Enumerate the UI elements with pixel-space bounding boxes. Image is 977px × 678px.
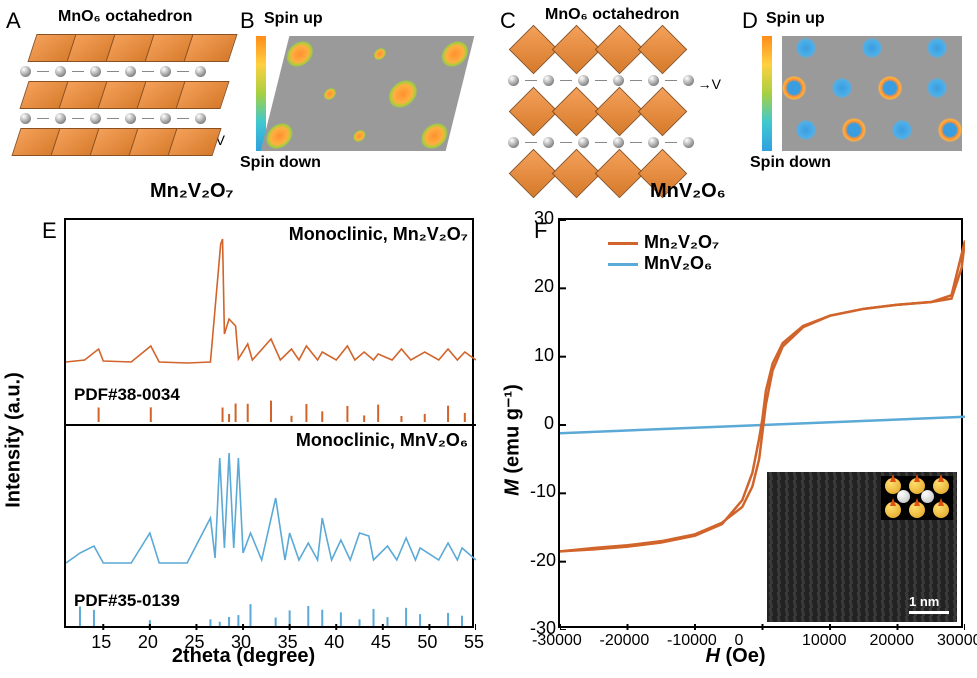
svg-text:Monoclinic, MnV₂O₆: Monoclinic, MnV₂O₆: [296, 430, 468, 450]
panel-e-ylabel: Intensity (a.u.): [3, 372, 26, 508]
panel-f-legend: Mn₂V₂O₇ MnV₂O₆: [608, 232, 719, 274]
panel-d-colorbar: [762, 36, 772, 151]
panel-d-spin: D Spin up Spin down: [742, 6, 967, 171]
panel-label-d: D: [742, 8, 758, 34]
panel-a-structure: A MnO₆ octahedron ↘V: [6, 6, 231, 171]
panel-c-annotation-octa: MnO₆ octahedron: [545, 6, 679, 24]
panel-e-svg: Monoclinic, Mn₂V₂O₇ PDF#38-0034 Monoclinic…: [66, 220, 476, 630]
svg-text:Monoclinic, Mn₂V₂O₇: Monoclinic, Mn₂V₂O₇: [289, 224, 468, 244]
formula-left: Mn₂V₂O₇: [150, 180, 234, 203]
panel-d-density: [782, 36, 962, 151]
panel-e-xrd: E Intensity (a.u.) 2theta (degree) Monoc…: [6, 210, 481, 670]
legend-item-2: MnV₂O₆: [608, 253, 719, 274]
panel-b-spin: B Spin up Spin down: [240, 6, 465, 171]
panel-a-annotation-octa: MnO₆ octahedron: [58, 8, 192, 26]
panel-f-inset: ↘ 1 nm: [767, 472, 957, 622]
panel-f-scalebar: 1 nm: [909, 594, 949, 614]
panel-c-structure: C MnO₆ octahedron →V: [500, 6, 725, 171]
panel-label-a: A: [6, 8, 21, 34]
legend-item-1: Mn₂V₂O₇: [608, 232, 719, 253]
panel-c-annotation-v: →V: [698, 76, 721, 92]
svg-text:PDF#35-0139: PDF#35-0139: [74, 591, 180, 610]
panel-a-crystal: ↘V: [6, 34, 231, 169]
svg-text:PDF#38-0034: PDF#38-0034: [74, 385, 180, 404]
panel-label-f: F: [534, 218, 547, 244]
panel-label-e: E: [42, 218, 57, 244]
panel-d-spinup: Spin up: [766, 10, 825, 28]
panel-label-b: B: [240, 8, 255, 34]
panel-b-spinup: Spin up: [264, 10, 323, 28]
panel-f-hysteresis: F M M (emu g⁻¹)(emu g⁻¹) H (Oe) Mn₂V₂O₇ …: [498, 210, 973, 670]
panel-c-crystal: →V: [500, 32, 725, 172]
panel-f-inset-atoms: [881, 476, 953, 520]
panel-label-c: C: [500, 8, 516, 34]
panel-b-density: [261, 36, 475, 151]
formula-right: MnV₂O₆: [650, 180, 726, 203]
panel-f-plotarea: Mn₂V₂O₇ MnV₂O₆ ↘ 1 nm: [558, 218, 963, 628]
panel-d-spindown: Spin down: [750, 154, 831, 172]
panel-b-spindown: Spin down: [240, 154, 321, 172]
panel-f-ylabel: M M (emu g⁻¹)(emu g⁻¹): [500, 384, 525, 496]
panel-e-plotarea: Monoclinic, Mn₂V₂O₇ PDF#38-0034 Monoclinic…: [64, 218, 474, 628]
